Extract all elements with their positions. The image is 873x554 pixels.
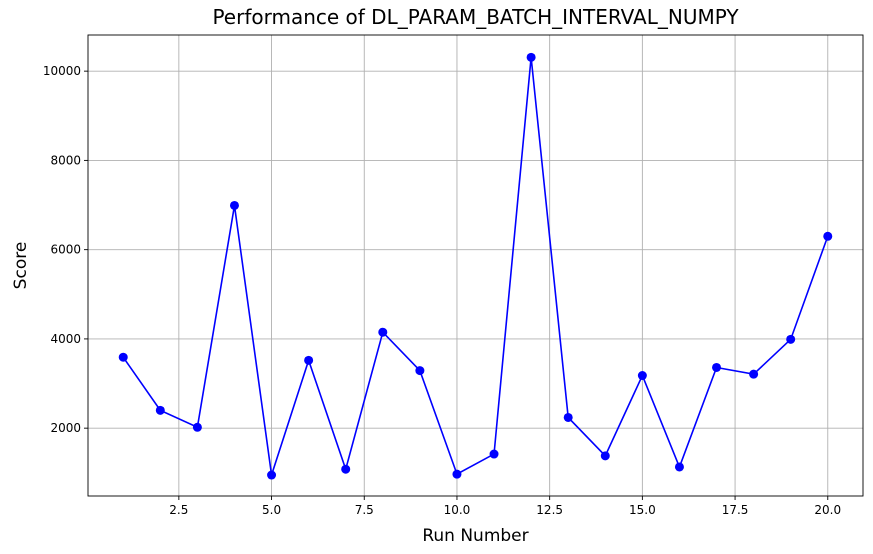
data-point bbox=[637, 371, 647, 381]
data-point bbox=[452, 469, 462, 479]
y-tick-label: 4000 bbox=[50, 332, 81, 346]
data-point bbox=[341, 464, 351, 474]
data-point bbox=[118, 352, 128, 362]
data-point bbox=[155, 405, 165, 415]
data-point bbox=[192, 422, 202, 432]
data-point bbox=[378, 327, 388, 337]
chart-title: Performance of DL_PARAM_BATCH_INTERVAL_N… bbox=[212, 5, 739, 29]
data-point bbox=[600, 451, 610, 461]
data-point bbox=[674, 462, 684, 472]
data-point bbox=[749, 369, 759, 379]
x-tick-label: 2.5 bbox=[169, 503, 188, 517]
y-tick-label: 10000 bbox=[43, 64, 81, 78]
data-point bbox=[489, 449, 499, 459]
data-point bbox=[415, 366, 425, 376]
x-tick-label: 5.0 bbox=[262, 503, 281, 517]
series-line bbox=[122, 57, 829, 476]
x-tick-label: 10.0 bbox=[444, 503, 471, 517]
data-point bbox=[786, 334, 796, 344]
y-axis-label: Score bbox=[11, 242, 31, 290]
data-point bbox=[712, 362, 722, 372]
y-tick-label: 8000 bbox=[50, 153, 81, 167]
grid bbox=[88, 35, 863, 496]
plot-frame bbox=[87, 34, 864, 497]
y-tick-label: 6000 bbox=[50, 243, 81, 257]
x-tick-label: 15.0 bbox=[629, 503, 656, 517]
y-tick-label: 2000 bbox=[50, 421, 81, 435]
x-tick-label: 12.5 bbox=[536, 503, 563, 517]
x-tick-label: 7.5 bbox=[355, 503, 374, 517]
data-point bbox=[267, 470, 277, 480]
data-point bbox=[563, 412, 573, 422]
series bbox=[118, 52, 833, 480]
ticks: 2.5 5.0 7.5 10.0 12.5 15.0 17.5 20.0 2000 4000 600… bbox=[43, 64, 841, 517]
x-tick-label: 20.0 bbox=[814, 503, 841, 517]
data-point bbox=[526, 52, 536, 62]
x-tick-label: 17.5 bbox=[722, 503, 749, 517]
data-point bbox=[229, 200, 239, 210]
data-point bbox=[823, 231, 833, 241]
x-axis-label: Run Number bbox=[422, 526, 528, 546]
data-point bbox=[304, 355, 314, 365]
